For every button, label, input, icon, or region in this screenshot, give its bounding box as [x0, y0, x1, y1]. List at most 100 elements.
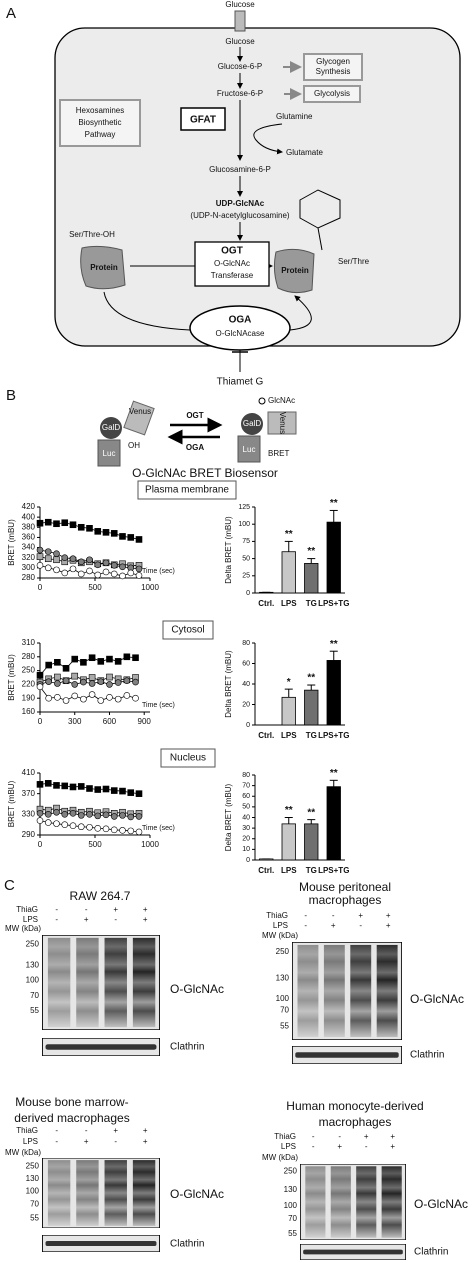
row-label: LPS: [23, 1137, 38, 1146]
western-blot: [292, 942, 402, 1040]
mw-label: MW (kDa): [262, 1153, 298, 1162]
node-label: OGT: [221, 246, 243, 257]
point: [77, 783, 85, 790]
domain-label: Luc: [103, 449, 116, 458]
domain-label: Luc: [243, 445, 256, 454]
y-tick-label: 280: [22, 652, 36, 661]
x-tick-label: Ctrl.: [258, 866, 274, 875]
y-tick-label: 70: [242, 782, 250, 789]
y-tick-label: 0: [246, 590, 250, 597]
blot-loading: Clathrin: [414, 1247, 448, 1258]
point: [77, 558, 85, 566]
y-tick-label: 80: [242, 772, 250, 779]
point: [54, 693, 61, 701]
treatment-sign: -: [304, 921, 307, 930]
blot-target: O-GlcNAc: [414, 1197, 468, 1211]
significance: **: [330, 768, 338, 779]
point: [36, 781, 44, 788]
box: [303, 53, 363, 81]
point: [36, 683, 44, 691]
node-label: Hexosamines: [76, 106, 124, 115]
point: [80, 659, 87, 666]
treatment-sign: +: [113, 905, 118, 914]
point: [119, 533, 126, 540]
node-label: (UDP-N-acetylglucosamine): [190, 211, 289, 220]
point: [54, 673, 61, 681]
node-label: Glycolysis: [314, 89, 350, 98]
mw-label: MW (kDa): [5, 924, 41, 933]
domain-label: GlcNAc: [268, 396, 295, 405]
point: [106, 673, 113, 681]
y-tick-label: 370: [22, 789, 36, 798]
point: [44, 780, 52, 787]
domain-label: GalD: [102, 423, 120, 432]
point: [44, 564, 52, 572]
arrow: [103, 292, 312, 331]
y-tick-label: 20: [242, 701, 250, 708]
point: [62, 697, 70, 704]
point: [71, 681, 79, 688]
y-tick-label: 160: [22, 707, 36, 716]
y-tick-label: 190: [22, 693, 36, 702]
blot-target: O-GlcNAc: [410, 992, 464, 1006]
x-tick-label: TG: [306, 866, 317, 875]
treatment-sign: +: [84, 915, 89, 924]
y-tick-label: 10: [242, 846, 250, 853]
point: [53, 808, 60, 816]
y-tick-label: 30: [242, 825, 250, 832]
panel-label: A: [6, 5, 16, 22]
point: [119, 563, 126, 571]
point: [123, 653, 131, 661]
point: [135, 828, 143, 836]
treatment-sign: -: [85, 905, 88, 914]
y-tick-label: 300: [22, 563, 36, 572]
treatment-sign: +: [390, 1142, 395, 1151]
node-label: Ser/Thre-OH: [69, 230, 115, 239]
transporter: [234, 10, 246, 32]
node-label: Glucose-6-P: [218, 62, 262, 71]
treatment-sign: +: [364, 1132, 369, 1141]
bar: [281, 696, 296, 726]
y-tick-label: 340: [22, 543, 36, 552]
point: [102, 529, 110, 536]
domain-label: Venus: [129, 407, 151, 416]
y-tick-label: 250: [22, 666, 36, 675]
y-axis-label: BRET (mBU): [7, 654, 16, 701]
mw-marker: 55: [280, 1021, 289, 1030]
point: [69, 809, 77, 817]
x-tick-label: LPS+TG: [318, 866, 349, 875]
y-tick-label: 100: [238, 521, 250, 528]
blot-target: O-GlcNAc: [170, 1187, 224, 1201]
blot-title: Mouse peritoneal: [299, 880, 391, 894]
mw-marker: 100: [26, 1187, 40, 1196]
mw-marker: 55: [30, 1213, 39, 1222]
y-tick-label: 400: [22, 512, 36, 521]
x-tick-label: LPS: [281, 599, 297, 608]
node-label: Glucose: [225, 37, 255, 46]
row-label: LPS: [273, 921, 288, 930]
loading-blot: [42, 1038, 160, 1056]
y-tick-label: 360: [22, 533, 36, 542]
point: [110, 826, 118, 834]
node-label: O-GlcNAcase: [216, 329, 265, 338]
point: [102, 568, 110, 576]
point: [135, 790, 143, 797]
mw-marker: 100: [276, 994, 290, 1003]
point: [110, 813, 118, 820]
treatment-sign: +: [390, 1132, 395, 1141]
point: [132, 694, 139, 702]
treatment-sign: +: [386, 911, 391, 920]
bar: [259, 591, 274, 594]
box: [180, 107, 226, 131]
row-label: ThiaG: [16, 905, 38, 914]
point: [94, 824, 102, 832]
point: [110, 787, 118, 794]
section-title: Nucleus: [170, 753, 206, 764]
panel-label: B: [6, 387, 16, 404]
x-tick-label: 500: [88, 583, 102, 592]
x-tick-label: LPS: [281, 866, 297, 875]
mw-marker: 100: [284, 1201, 298, 1210]
point: [69, 783, 77, 791]
point: [69, 555, 77, 563]
significance: **: [307, 546, 315, 557]
